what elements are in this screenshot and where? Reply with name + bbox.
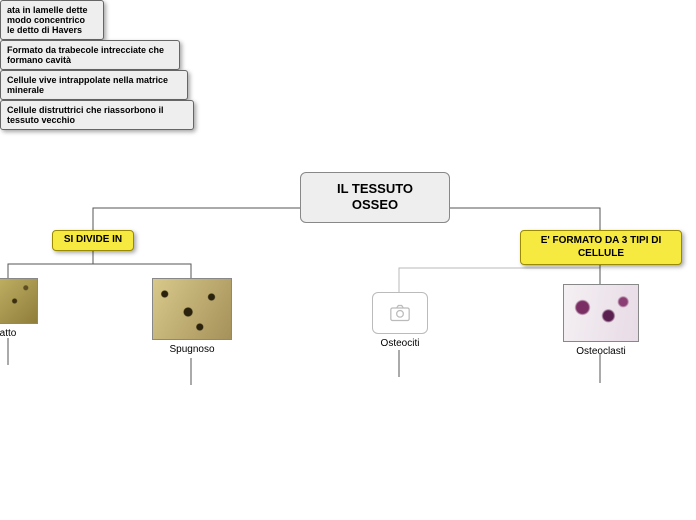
compact-node: atto [0,278,36,339]
compact-thumbnail [0,278,38,324]
osteocytes-desc: Cellule vive intrappolate nella matrice … [0,70,188,100]
root-node: IL TESSUTO OSSEO [300,172,450,223]
branch-cells: E' FORMATO DA 3 TIPI DI CELLULE [520,230,682,265]
osteoclasts-desc-text: Cellule distruttrici che riassorbono il … [7,105,164,125]
branch-divide: SI DIVIDE IN [52,230,134,251]
spongy-label: Spugnoso [152,344,232,355]
compact-desc: ata in lamelle dette modo concentrico le… [0,0,104,40]
osteocytes-desc-text: Cellule vive intrappolate nella matrice … [7,75,168,95]
spongy-thumbnail [152,278,232,340]
osteoclasts-thumbnail [563,284,639,342]
camera-icon [372,292,428,334]
spongy-desc-text: Formato da trabecole intrecciate che for… [7,45,164,65]
osteocytes-label: Osteociti [372,338,428,349]
root-title: IL TESSUTO OSSEO [337,181,413,212]
compact-desc-text: ata in lamelle dette modo concentrico le… [7,5,88,35]
spongy-node: Spugnoso [152,278,232,355]
osteoclasts-label: Osteoclasti [562,346,640,357]
osteoclasts-desc: Cellule distruttrici che riassorbono il … [0,100,194,130]
spongy-desc: Formato da trabecole intrecciate che for… [0,40,180,70]
compact-label: atto [0,328,36,339]
branch-cells-label: E' FORMATO DA 3 TIPI DI CELLULE [541,235,662,259]
branch-divide-label: SI DIVIDE IN [64,234,122,245]
osteoclasts-node: Osteoclasti [562,284,640,357]
osteocytes-node: Osteociti [372,292,428,349]
